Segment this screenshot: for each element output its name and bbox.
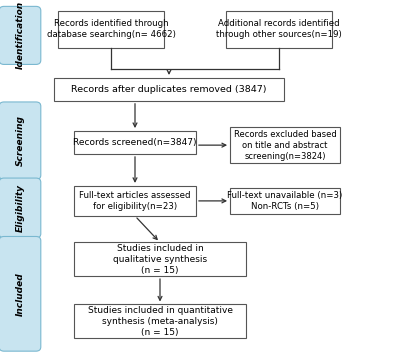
Text: Studies included in
qualitative synthesis
(n = 15): Studies included in qualitative synthesi… [113, 244, 207, 275]
FancyBboxPatch shape [74, 304, 246, 338]
FancyBboxPatch shape [58, 11, 164, 48]
FancyBboxPatch shape [0, 236, 41, 351]
FancyBboxPatch shape [230, 188, 340, 214]
FancyBboxPatch shape [0, 102, 41, 179]
FancyBboxPatch shape [74, 242, 246, 276]
Text: Included: Included [16, 272, 24, 316]
Text: Eligibility: Eligibility [16, 184, 24, 232]
FancyBboxPatch shape [226, 11, 332, 48]
Text: Records screened(n=3847): Records screened(n=3847) [73, 138, 197, 147]
Text: Full-text unavailable (n=3)
Non-RCTs (n=5): Full-text unavailable (n=3) Non-RCTs (n=… [227, 191, 343, 211]
FancyBboxPatch shape [74, 131, 196, 154]
Text: Identification: Identification [16, 1, 24, 69]
Text: Records excluded based
on title and abstract
screening(n=3824): Records excluded based on title and abst… [234, 130, 336, 161]
Text: Records after duplicates removed (3847): Records after duplicates removed (3847) [71, 85, 267, 94]
Text: Screening: Screening [16, 115, 24, 166]
Text: Records identified through
database searching(n= 4662): Records identified through database sear… [46, 19, 176, 39]
FancyBboxPatch shape [0, 6, 41, 64]
Text: Additional records identified
through other sources(n=19): Additional records identified through ot… [216, 19, 342, 39]
FancyBboxPatch shape [230, 127, 340, 163]
Text: Studies included in quantitative
synthesis (meta-analysis)
(n = 15): Studies included in quantitative synthes… [88, 306, 232, 337]
FancyBboxPatch shape [74, 186, 196, 216]
Text: Full-text articles assessed
for eligibility(n=23): Full-text articles assessed for eligibil… [79, 191, 191, 211]
FancyBboxPatch shape [0, 178, 41, 238]
FancyBboxPatch shape [54, 78, 284, 101]
